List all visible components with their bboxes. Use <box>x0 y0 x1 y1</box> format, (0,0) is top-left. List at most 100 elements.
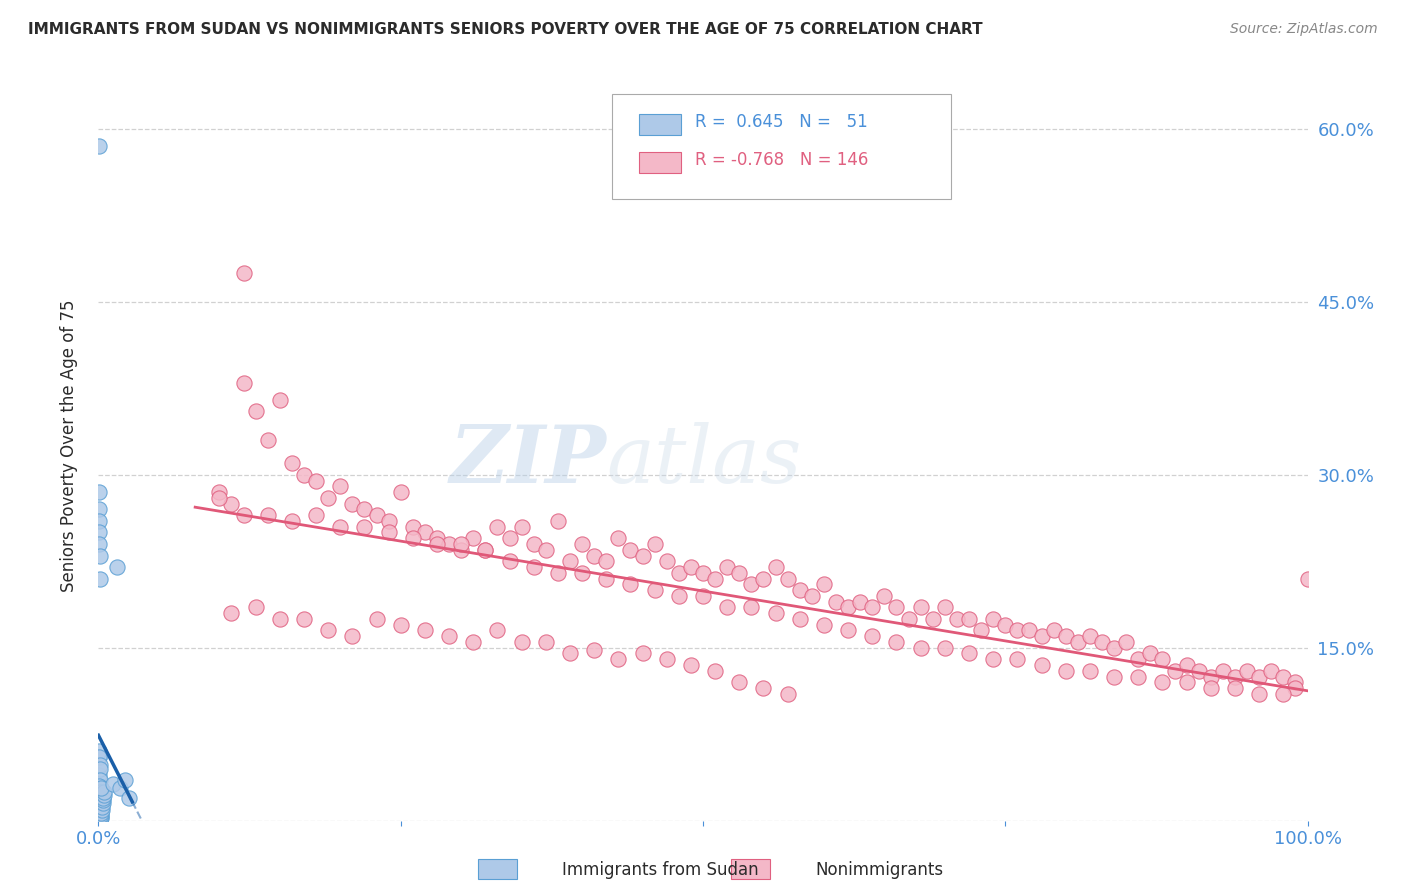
Point <box>1042 624 1064 638</box>
Text: Nonimmigrants: Nonimmigrants <box>815 861 943 879</box>
Point <box>87 514 110 528</box>
Point <box>679 560 702 574</box>
Point <box>389 617 412 632</box>
Point <box>946 612 969 626</box>
Point <box>329 519 352 533</box>
Point <box>765 606 787 620</box>
Point <box>90 793 112 807</box>
Point <box>837 600 859 615</box>
Point <box>692 566 714 580</box>
Point <box>292 612 315 626</box>
Point <box>1260 664 1282 678</box>
Point <box>716 600 738 615</box>
Point <box>1272 687 1295 701</box>
Point <box>93 785 115 799</box>
Point <box>860 629 883 643</box>
Point <box>366 508 388 523</box>
Point <box>413 525 436 540</box>
Point <box>90 781 112 796</box>
Point <box>571 537 593 551</box>
Point <box>329 479 352 493</box>
Point <box>91 803 114 817</box>
Point <box>813 617 835 632</box>
Point <box>1018 624 1040 638</box>
Point <box>994 617 1017 632</box>
Point <box>873 589 896 603</box>
Point <box>644 583 666 598</box>
Point <box>87 750 110 764</box>
Point <box>558 554 581 568</box>
Point <box>89 808 111 822</box>
Point <box>1212 664 1234 678</box>
Point <box>89 790 111 805</box>
Point <box>825 594 848 608</box>
Point <box>89 549 111 563</box>
Point <box>1152 652 1174 666</box>
Point <box>87 799 110 814</box>
Point <box>595 554 617 568</box>
Point <box>256 508 278 523</box>
Point <box>1007 652 1029 666</box>
Point <box>644 537 666 551</box>
Point <box>269 392 291 407</box>
Point <box>704 664 727 678</box>
Point <box>256 434 278 448</box>
Point <box>776 572 799 586</box>
Point <box>1128 669 1150 683</box>
Point <box>269 612 291 626</box>
Point <box>1139 647 1161 661</box>
Point <box>87 805 110 819</box>
Point <box>221 497 243 511</box>
Point <box>402 519 425 533</box>
Point <box>426 531 449 545</box>
Point <box>208 491 231 505</box>
Point <box>377 514 399 528</box>
Point <box>90 795 112 809</box>
Text: ZIP: ZIP <box>450 422 606 500</box>
Point <box>547 514 569 528</box>
Point <box>1078 629 1101 643</box>
Point <box>426 537 449 551</box>
Point <box>740 600 762 615</box>
Point <box>655 554 678 568</box>
Point <box>90 810 112 824</box>
Point <box>619 542 641 557</box>
Point <box>534 542 557 557</box>
Point <box>1223 681 1246 695</box>
Point <box>523 537 546 551</box>
Point <box>583 549 606 563</box>
Point <box>1284 675 1306 690</box>
Text: R =  0.645   N =   51: R = 0.645 N = 51 <box>695 113 868 131</box>
Point <box>716 560 738 574</box>
Point <box>1067 635 1090 649</box>
Point <box>486 519 509 533</box>
Point <box>232 508 254 523</box>
Point <box>498 554 520 568</box>
Point <box>631 647 654 661</box>
Point <box>108 781 131 796</box>
Text: atlas: atlas <box>606 422 801 500</box>
Point <box>1007 624 1029 638</box>
Point <box>486 624 509 638</box>
Point <box>921 612 943 626</box>
Point <box>437 629 460 643</box>
Point <box>1223 669 1246 683</box>
Point <box>752 572 775 586</box>
Point <box>208 485 231 500</box>
Point <box>89 572 111 586</box>
Point <box>957 612 980 626</box>
Point <box>668 589 690 603</box>
Point <box>91 793 114 807</box>
Point <box>1272 669 1295 683</box>
Point <box>413 624 436 638</box>
Point <box>87 525 110 540</box>
Point <box>89 779 111 793</box>
Point <box>752 681 775 695</box>
Point <box>1128 652 1150 666</box>
Point <box>886 600 908 615</box>
Point <box>704 572 727 586</box>
Point <box>1102 669 1125 683</box>
Point <box>89 801 111 815</box>
Y-axis label: Seniors Poverty Over the Age of 75: Seniors Poverty Over the Age of 75 <box>59 300 77 592</box>
Point <box>668 566 690 580</box>
